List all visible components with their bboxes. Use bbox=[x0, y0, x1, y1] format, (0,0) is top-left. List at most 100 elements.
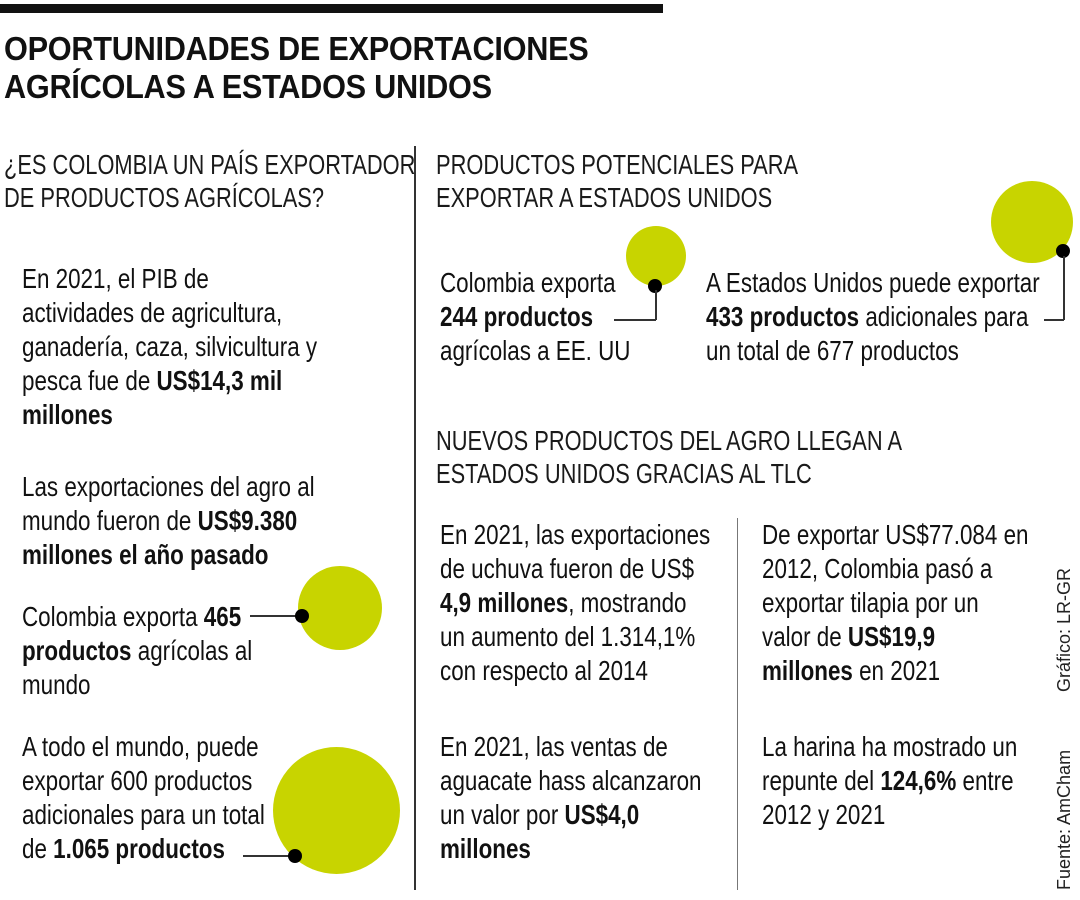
exports-line-2: mundo fueron de US$9.380 bbox=[22, 504, 315, 538]
aguacate-unit: millones bbox=[440, 833, 531, 864]
title-line-2: AGRÍCOLAS A ESTADOS UNIDOS bbox=[4, 68, 492, 105]
pib-line-1: En 2021, el PIB de bbox=[22, 263, 209, 294]
p677-text: adicionales para bbox=[859, 301, 1029, 332]
tilapia-line-3: exportar tilapia por un bbox=[762, 587, 979, 618]
exports-line-2-text: mundo fueron de bbox=[22, 505, 198, 536]
p465-line-1: Colombia exporta 465 bbox=[22, 600, 252, 634]
dot-244 bbox=[648, 279, 662, 293]
p1065-line-1: A todo el mundo, puede bbox=[22, 731, 259, 762]
exports-line-3: millones el año pasado bbox=[22, 538, 315, 572]
uchuva-line-5: con respecto al 2014 bbox=[440, 655, 648, 686]
pib-line-5: millones bbox=[22, 398, 317, 432]
products-677-block: A Estados Unidos puede exportar 433 prod… bbox=[706, 266, 1040, 368]
rb-heading-line-1: NUEVOS PRODUCTOS DEL AGRO LLEGAN A bbox=[436, 425, 903, 456]
aguacate-text: un valor por bbox=[440, 799, 565, 830]
p465-line-3: mundo bbox=[22, 669, 91, 700]
products-244-block: Colombia exporta 244 productos agrícolas… bbox=[440, 266, 630, 368]
p677-line-1: A Estados Unidos puede exportar bbox=[706, 267, 1040, 298]
p1065-line-3: adicionales para un total bbox=[22, 799, 265, 830]
p244-line-1: Colombia exporta bbox=[440, 267, 616, 298]
uchuva-line-3: 4,9 millones, mostrando bbox=[440, 586, 710, 620]
right-bottom-heading: NUEVOS PRODUCTOS DEL AGRO LLEGAN A ESTAD… bbox=[436, 424, 902, 490]
uchuva-line-2: de uchuva fueron de US$ bbox=[440, 553, 695, 584]
harina-line-1: La harina ha mostrado un bbox=[762, 731, 1018, 762]
p677-value: 433 productos bbox=[706, 301, 860, 332]
dot-677 bbox=[1056, 244, 1070, 258]
aguacate-line-3: un valor por US$4,0 bbox=[440, 798, 702, 832]
p465-text-2: agrícolas al bbox=[131, 635, 253, 666]
left-section-heading: ¿ES COLOMBIA UN PAÍS EXPORTADOR DE PRODU… bbox=[4, 148, 415, 214]
harina-block: La harina ha mostrado un repunte del 124… bbox=[762, 730, 1017, 832]
tilapia-text-2: en 2021 bbox=[852, 655, 941, 686]
rt-heading-line-2: EXPORTAR A ESTADOS UNIDOS bbox=[436, 182, 773, 213]
p1065-line-4: de 1.065 productos bbox=[22, 832, 265, 866]
tilapia-line-1: De exportar US$77.084 en bbox=[762, 519, 1029, 550]
right-top-heading: PRODUCTOS POTENCIALES PARA EXPORTAR A ES… bbox=[436, 148, 798, 214]
tilapia-line-2: 2012, Colombia pasó a bbox=[762, 553, 993, 584]
rb-heading-line-2: ESTADOS UNIDOS GRACIAS AL TLC bbox=[436, 458, 812, 489]
p244-line-3: agrícolas a EE. UU bbox=[440, 335, 631, 366]
aguacate-line-1: En 2021, las ventas de bbox=[440, 731, 668, 762]
uchuva-value: 4,9 millones bbox=[440, 587, 569, 618]
connector-465 bbox=[250, 615, 302, 617]
left-heading-line-1: ¿ES COLOMBIA UN PAÍS EXPORTADOR bbox=[4, 149, 416, 180]
aguacate-block: En 2021, las ventas de aguacate hass alc… bbox=[440, 730, 702, 866]
page-title: OPORTUNIDADES DE EXPORTACIONES AGRÍCOLAS… bbox=[4, 30, 655, 106]
rt-heading-line-1: PRODUCTOS POTENCIALES PARA bbox=[436, 149, 799, 180]
exports-line-1: Las exportaciones del agro al bbox=[22, 471, 315, 502]
graphic-credit: Gráfico: LR-GR bbox=[1054, 567, 1074, 692]
aguacate-line-2: aguacate hass alcanzaron bbox=[440, 765, 702, 796]
pib-value: US$14,3 mil bbox=[156, 365, 283, 396]
harina-line-3: 2012 y 2021 bbox=[762, 799, 886, 830]
connector-244-vertical bbox=[655, 290, 657, 320]
pib-line-3: ganadería, caza, silvicultura y bbox=[22, 331, 318, 362]
p677-line-2: 433 productos adicionales para bbox=[706, 300, 1040, 334]
uchuva-line-1: En 2021, las exportaciones bbox=[440, 519, 711, 550]
pib-line-4-text: pesca fue de bbox=[22, 365, 157, 396]
circle-465-products bbox=[298, 566, 382, 650]
pib-line-4: pesca fue de US$14,3 mil bbox=[22, 364, 317, 398]
secondary-divider bbox=[737, 518, 738, 890]
tilapia-line-4: valor de US$19,9 bbox=[762, 620, 1028, 654]
uchuva-line-4: un aumento del 1.314,1% bbox=[440, 621, 696, 652]
exports-value: US$9.380 bbox=[197, 505, 298, 536]
p1065-value: 1.065 productos bbox=[53, 833, 225, 864]
harina-value: 124,6% bbox=[880, 765, 957, 796]
aguacate-line-4: millones bbox=[440, 832, 702, 866]
exports-value-unit: millones el año pasado bbox=[22, 539, 269, 570]
dot-465 bbox=[295, 609, 309, 623]
tilapia-line-5: millones en 2021 bbox=[762, 654, 1028, 688]
dot-1065 bbox=[288, 849, 302, 863]
exports-block: Las exportaciones del agro al mundo fuer… bbox=[22, 470, 315, 572]
p1065-line-2: exportar 600 productos bbox=[22, 765, 253, 796]
tilapia-block: De exportar US$77.084 en 2012, Colombia … bbox=[762, 518, 1028, 688]
tilapia-text: valor de bbox=[762, 621, 848, 652]
source-credit: Fuente: AmCham bbox=[1054, 749, 1074, 890]
pib-block: En 2021, el PIB de actividades de agricu… bbox=[22, 262, 317, 432]
aguacate-value: US$4,0 bbox=[564, 799, 640, 830]
top-rule bbox=[0, 4, 663, 13]
p677-line-3: un total de 677 productos bbox=[706, 335, 959, 366]
p465-value: 465 bbox=[203, 601, 242, 632]
circle-244-products bbox=[626, 226, 686, 286]
p244-line-2: 244 productos bbox=[440, 300, 630, 334]
p465-line-2: productos agrícolas al bbox=[22, 634, 252, 668]
uchuva-text: , mostrando bbox=[568, 587, 687, 618]
p465-text: Colombia exporta bbox=[22, 601, 204, 632]
pib-value-unit: millones bbox=[22, 399, 113, 430]
harina-text-2: entre bbox=[956, 765, 1014, 796]
products-465-block: Colombia exporta 465 productos agrícolas… bbox=[22, 600, 252, 702]
connector-1065 bbox=[243, 855, 295, 857]
harina-text: repunte del bbox=[762, 765, 881, 796]
connector-677-horizontal bbox=[1044, 319, 1064, 321]
title-line-1: OPORTUNIDADES DE EXPORTACIONES bbox=[4, 30, 589, 67]
left-heading-line-2: DE PRODUCTOS AGRÍCOLAS? bbox=[4, 182, 325, 213]
p244-value: 244 productos bbox=[440, 301, 594, 332]
pib-line-2: actividades de agricultura, bbox=[22, 297, 283, 328]
harina-line-2: repunte del 124,6% entre bbox=[762, 764, 1017, 798]
main-divider bbox=[414, 146, 416, 890]
uchuva-block: En 2021, las exportaciones de uchuva fue… bbox=[440, 518, 710, 688]
products-1065-block: A todo el mundo, puede exportar 600 prod… bbox=[22, 730, 265, 866]
tilapia-unit: millones bbox=[762, 655, 853, 686]
p465-unit: productos bbox=[22, 635, 132, 666]
